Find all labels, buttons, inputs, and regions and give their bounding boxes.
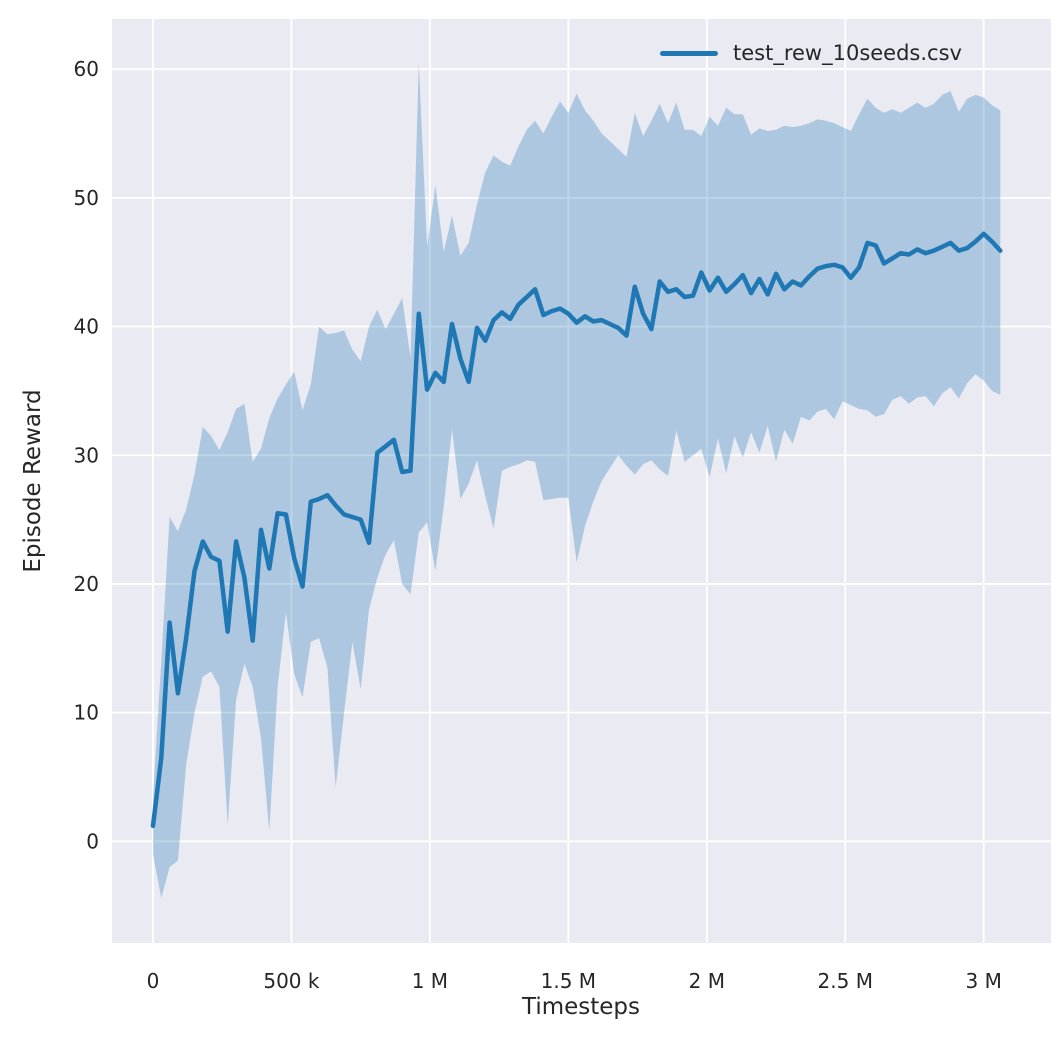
y-tick-label: 60 [74,57,99,81]
legend-line-swatch [660,50,718,56]
confidence-band [153,62,1001,899]
y-tick-label: 40 [74,315,99,339]
y-tick-label: 10 [74,701,99,725]
x-tick-label: 1 M [412,969,448,993]
legend: test_rew_10seeds.csv [660,39,962,67]
x-tick-label: 1.5 M [541,969,596,993]
y-tick-label: 30 [74,443,99,467]
plot-background [112,19,1051,943]
x-axis-label: Timesteps [521,994,641,1020]
legend-label: test_rew_10seeds.csv [733,41,962,65]
y-tick-label: 0 [86,829,99,853]
y-tick-label: 20 [74,572,99,596]
x-tick-label: 3 M [966,969,1002,993]
y-axis-label: Episode Reward [20,389,46,573]
x-tick-label: 0 [147,969,160,993]
x-tick-label: 2 M [689,969,725,993]
x-tick-label: 2.5 M [818,969,873,993]
y-tick-label: 50 [74,186,99,210]
series-line [150,231,1003,829]
x-tick-label: 500 k [263,969,320,993]
